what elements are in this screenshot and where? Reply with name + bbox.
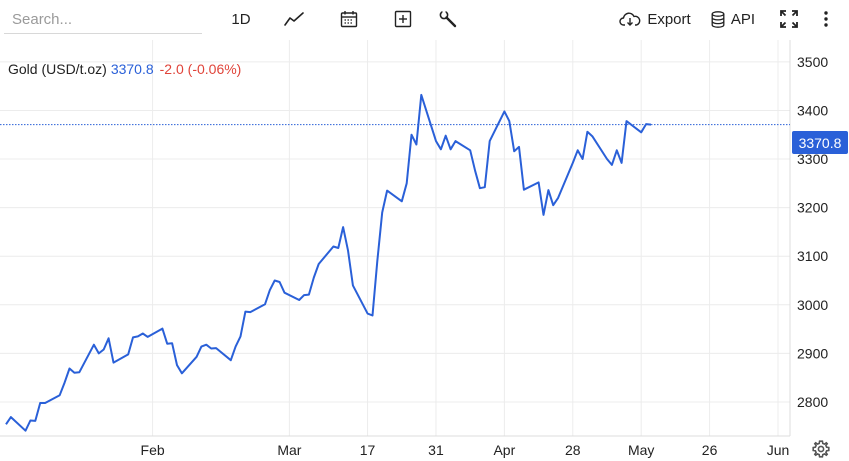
- add-indicator-icon[interactable]: [392, 6, 414, 32]
- x-tick-label: Mar: [277, 442, 301, 458]
- gear-icon[interactable]: [811, 439, 831, 459]
- x-tick-label: 31: [428, 442, 444, 458]
- y-tick-label: 2900: [797, 345, 828, 361]
- cloud-download-icon: [619, 12, 641, 26]
- last-price-tag: 3370.8: [792, 131, 848, 154]
- interval-button[interactable]: 1D: [231, 10, 251, 28]
- price-chart[interactable]: 2800 2900 3000 3100 3200 3300 3400 3500 Feb Mar 17…: [0, 40, 849, 461]
- calendar-icon[interactable]: [338, 6, 360, 32]
- x-tick-label: Apr: [493, 442, 515, 458]
- y-tick-label: 3400: [797, 102, 828, 118]
- y-tick-label: 3500: [797, 54, 828, 70]
- fullscreen-icon[interactable]: [778, 6, 800, 32]
- x-tick-label: Jun: [767, 442, 790, 458]
- y-tick-label: 3000: [797, 297, 828, 313]
- toolbar: 1D Export API: [0, 0, 849, 40]
- price-series-line: [5, 93, 652, 432]
- x-tick-label: Feb: [141, 442, 165, 458]
- api-label: API: [730, 10, 756, 28]
- search-input[interactable]: [4, 6, 202, 34]
- y-tick-label: 3300: [797, 151, 828, 167]
- x-tick-label: 17: [360, 442, 376, 458]
- export-label: Export: [647, 10, 691, 28]
- symbol-label: Gold (USD/t.oz): [8, 61, 107, 77]
- wrench-icon[interactable]: [437, 6, 459, 32]
- export-button[interactable]: Export: [619, 6, 691, 32]
- legend-price: 3370.8: [110, 61, 154, 77]
- api-button[interactable]: API: [709, 6, 757, 32]
- legend-change: -2.0 (-0.06%): [159, 61, 242, 77]
- y-tick-label: 3100: [797, 248, 828, 264]
- database-icon: [711, 10, 725, 28]
- x-tick-label: 28: [565, 442, 581, 458]
- line-chart-icon[interactable]: [282, 6, 306, 32]
- chart-legend: Gold (USD/t.oz) 3370.8 -2.0 (-0.06%): [8, 61, 241, 77]
- x-tick-label: 26: [702, 442, 718, 458]
- y-tick-label: 2800: [797, 394, 828, 410]
- y-tick-label: 3200: [797, 200, 828, 216]
- x-tick-label: May: [628, 442, 654, 458]
- more-options-icon[interactable]: [818, 6, 834, 32]
